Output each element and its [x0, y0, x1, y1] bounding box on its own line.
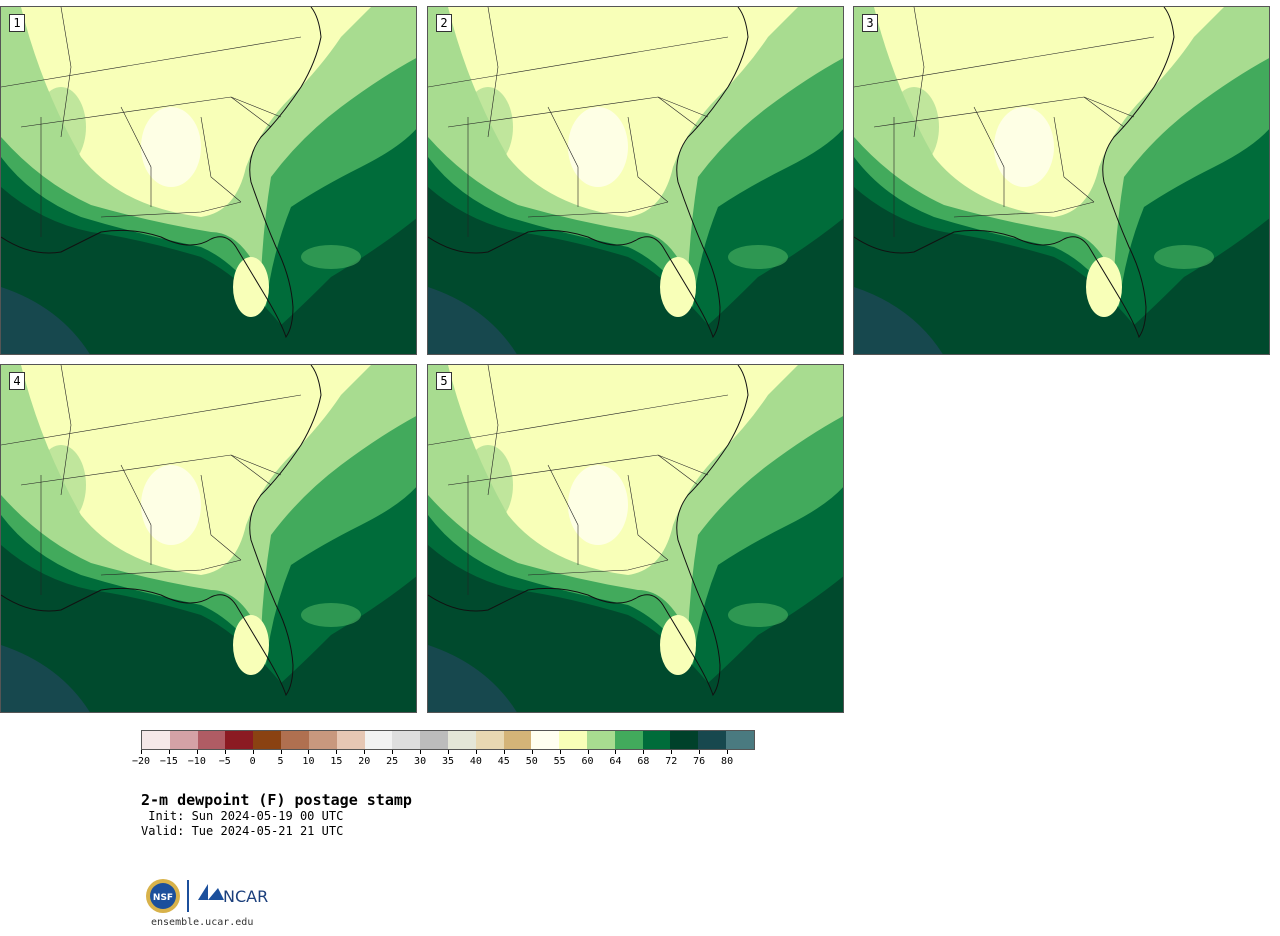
colorbar-tick-mark	[699, 750, 701, 754]
nsf-logo: NSF	[146, 879, 180, 913]
colorbar-tick-mark	[224, 750, 226, 754]
colorbar-tick-mark	[448, 750, 449, 754]
colorbar-tick-label: 0	[249, 756, 256, 767]
panel-number-label: 4	[9, 372, 25, 390]
colorbar-swatch	[614, 731, 643, 749]
colorbar-tick-label: 64	[609, 756, 622, 767]
ensemble-member-panel-5: 5	[427, 364, 844, 713]
colorbar-tick-mark	[531, 750, 533, 754]
colorbar-swatch	[587, 731, 615, 749]
ensemble-member-panel-1: 1	[0, 6, 417, 355]
ncar-logo-text: NCAR	[223, 887, 268, 906]
colorbar-swatch	[531, 731, 560, 749]
colorbar-tick-mark	[168, 750, 170, 754]
colorbar-swatch	[364, 731, 393, 749]
colorbar-swatch	[642, 731, 671, 749]
colorbar-tick-label: −10	[187, 756, 206, 767]
colorbar-tick-label: 20	[358, 756, 371, 767]
colorbar-tick-mark	[643, 750, 645, 754]
colorbar-tick-mark	[587, 750, 589, 754]
ensemble-member-panel-2: 2	[427, 6, 844, 355]
colorbar-swatch	[281, 731, 309, 749]
colorbar-tick-mark	[615, 750, 617, 754]
colorbar-swatch	[225, 731, 254, 749]
colorbar-swatch	[475, 731, 504, 749]
colorbar-tick-mark	[280, 750, 282, 754]
colorbar-swatch	[308, 731, 337, 749]
colorbar-tick-mark	[671, 750, 673, 754]
valid-time: Valid: Tue 2024-05-21 21 UTC	[141, 824, 344, 838]
dewpoint-colorbar	[141, 730, 755, 750]
colorbar-tick-mark	[475, 750, 477, 754]
colorbar-swatch	[670, 731, 699, 749]
colorbar-swatch	[726, 731, 754, 749]
colorbar-tick-label: 35	[441, 756, 455, 767]
colorbar-tick-label: 40	[469, 756, 482, 767]
colorbar-swatch	[420, 731, 448, 749]
colorbar-tick-label: 50	[525, 756, 538, 767]
colorbar-tick-mark	[308, 750, 310, 754]
map-canvas	[1, 7, 416, 354]
colorbar-tick-mark	[336, 750, 338, 754]
colorbar-swatch	[447, 731, 476, 749]
ncar-logo: NCAR	[198, 884, 268, 906]
colorbar-tick-label: 45	[497, 756, 510, 767]
colorbar-tick-label: 15	[330, 756, 343, 767]
colorbar-tick-mark	[252, 750, 254, 754]
colorbar-tick-mark	[727, 750, 729, 754]
colorbar-swatch	[197, 731, 226, 749]
colorbar-tick-label: −15	[159, 756, 178, 767]
colorbar-tick-label: 68	[637, 756, 650, 767]
colorbar-swatch	[336, 731, 365, 749]
map-canvas	[428, 7, 843, 354]
panel-number-label: 1	[9, 14, 25, 32]
panel-number-label: 5	[436, 372, 452, 390]
colorbar-tick-label: 55	[553, 756, 566, 767]
colorbar-tick-mark	[503, 750, 505, 754]
colorbar-tick-label: 72	[665, 756, 678, 767]
colorbar-tick-mark	[141, 750, 142, 754]
colorbar-tick-mark	[196, 750, 198, 754]
colorbar-tick-mark	[392, 750, 394, 754]
colorbar-tick-label: 25	[386, 756, 399, 767]
colorbar-swatch	[253, 731, 282, 749]
colorbar-tick-label: 76	[693, 756, 706, 767]
panel-number-label: 3	[862, 14, 878, 32]
ensemble-member-panel-4: 4	[0, 364, 417, 713]
colorbar-swatch	[392, 731, 421, 749]
colorbar-tick-mark	[364, 750, 366, 754]
ensemble-member-panel-3: 3	[853, 6, 1270, 355]
colorbar-swatch	[503, 731, 532, 749]
website-url: ensemble.ucar.edu	[151, 917, 254, 928]
colorbar-swatch	[142, 731, 170, 749]
colorbar-swatch	[559, 731, 587, 749]
colorbar-tick-label: 10	[302, 756, 315, 767]
map-canvas	[428, 365, 843, 712]
logo-group: NSF NCAR	[145, 878, 275, 916]
colorbar-tick-label: −20	[131, 756, 151, 767]
colorbar-swatch	[169, 731, 198, 749]
figure-title: 2-m dewpoint (F) postage stamp	[141, 791, 412, 809]
map-canvas	[854, 7, 1269, 354]
nsf-logo-text: NSF	[153, 893, 173, 903]
colorbar-tick-label: −5	[218, 756, 231, 767]
colorbar-swatch	[698, 731, 727, 749]
colorbar-tick-mark	[559, 750, 561, 754]
panel-number-label: 2	[436, 14, 452, 32]
init-time: Init: Sun 2024-05-19 00 UTC	[141, 809, 344, 823]
colorbar-tick-label: 5	[277, 756, 284, 767]
colorbar-tick-label: 80	[721, 756, 734, 767]
colorbar-tick-labels: −20 −15 −10 −5 0 5 10 15 20 25 30 35 40 45 50 55 60 64 68 7…	[132, 750, 755, 772]
colorbar-tick-label: 30	[414, 756, 427, 767]
colorbar-tick-label: 60	[581, 756, 594, 767]
colorbar-tick-mark	[420, 750, 422, 754]
map-canvas	[1, 365, 416, 712]
